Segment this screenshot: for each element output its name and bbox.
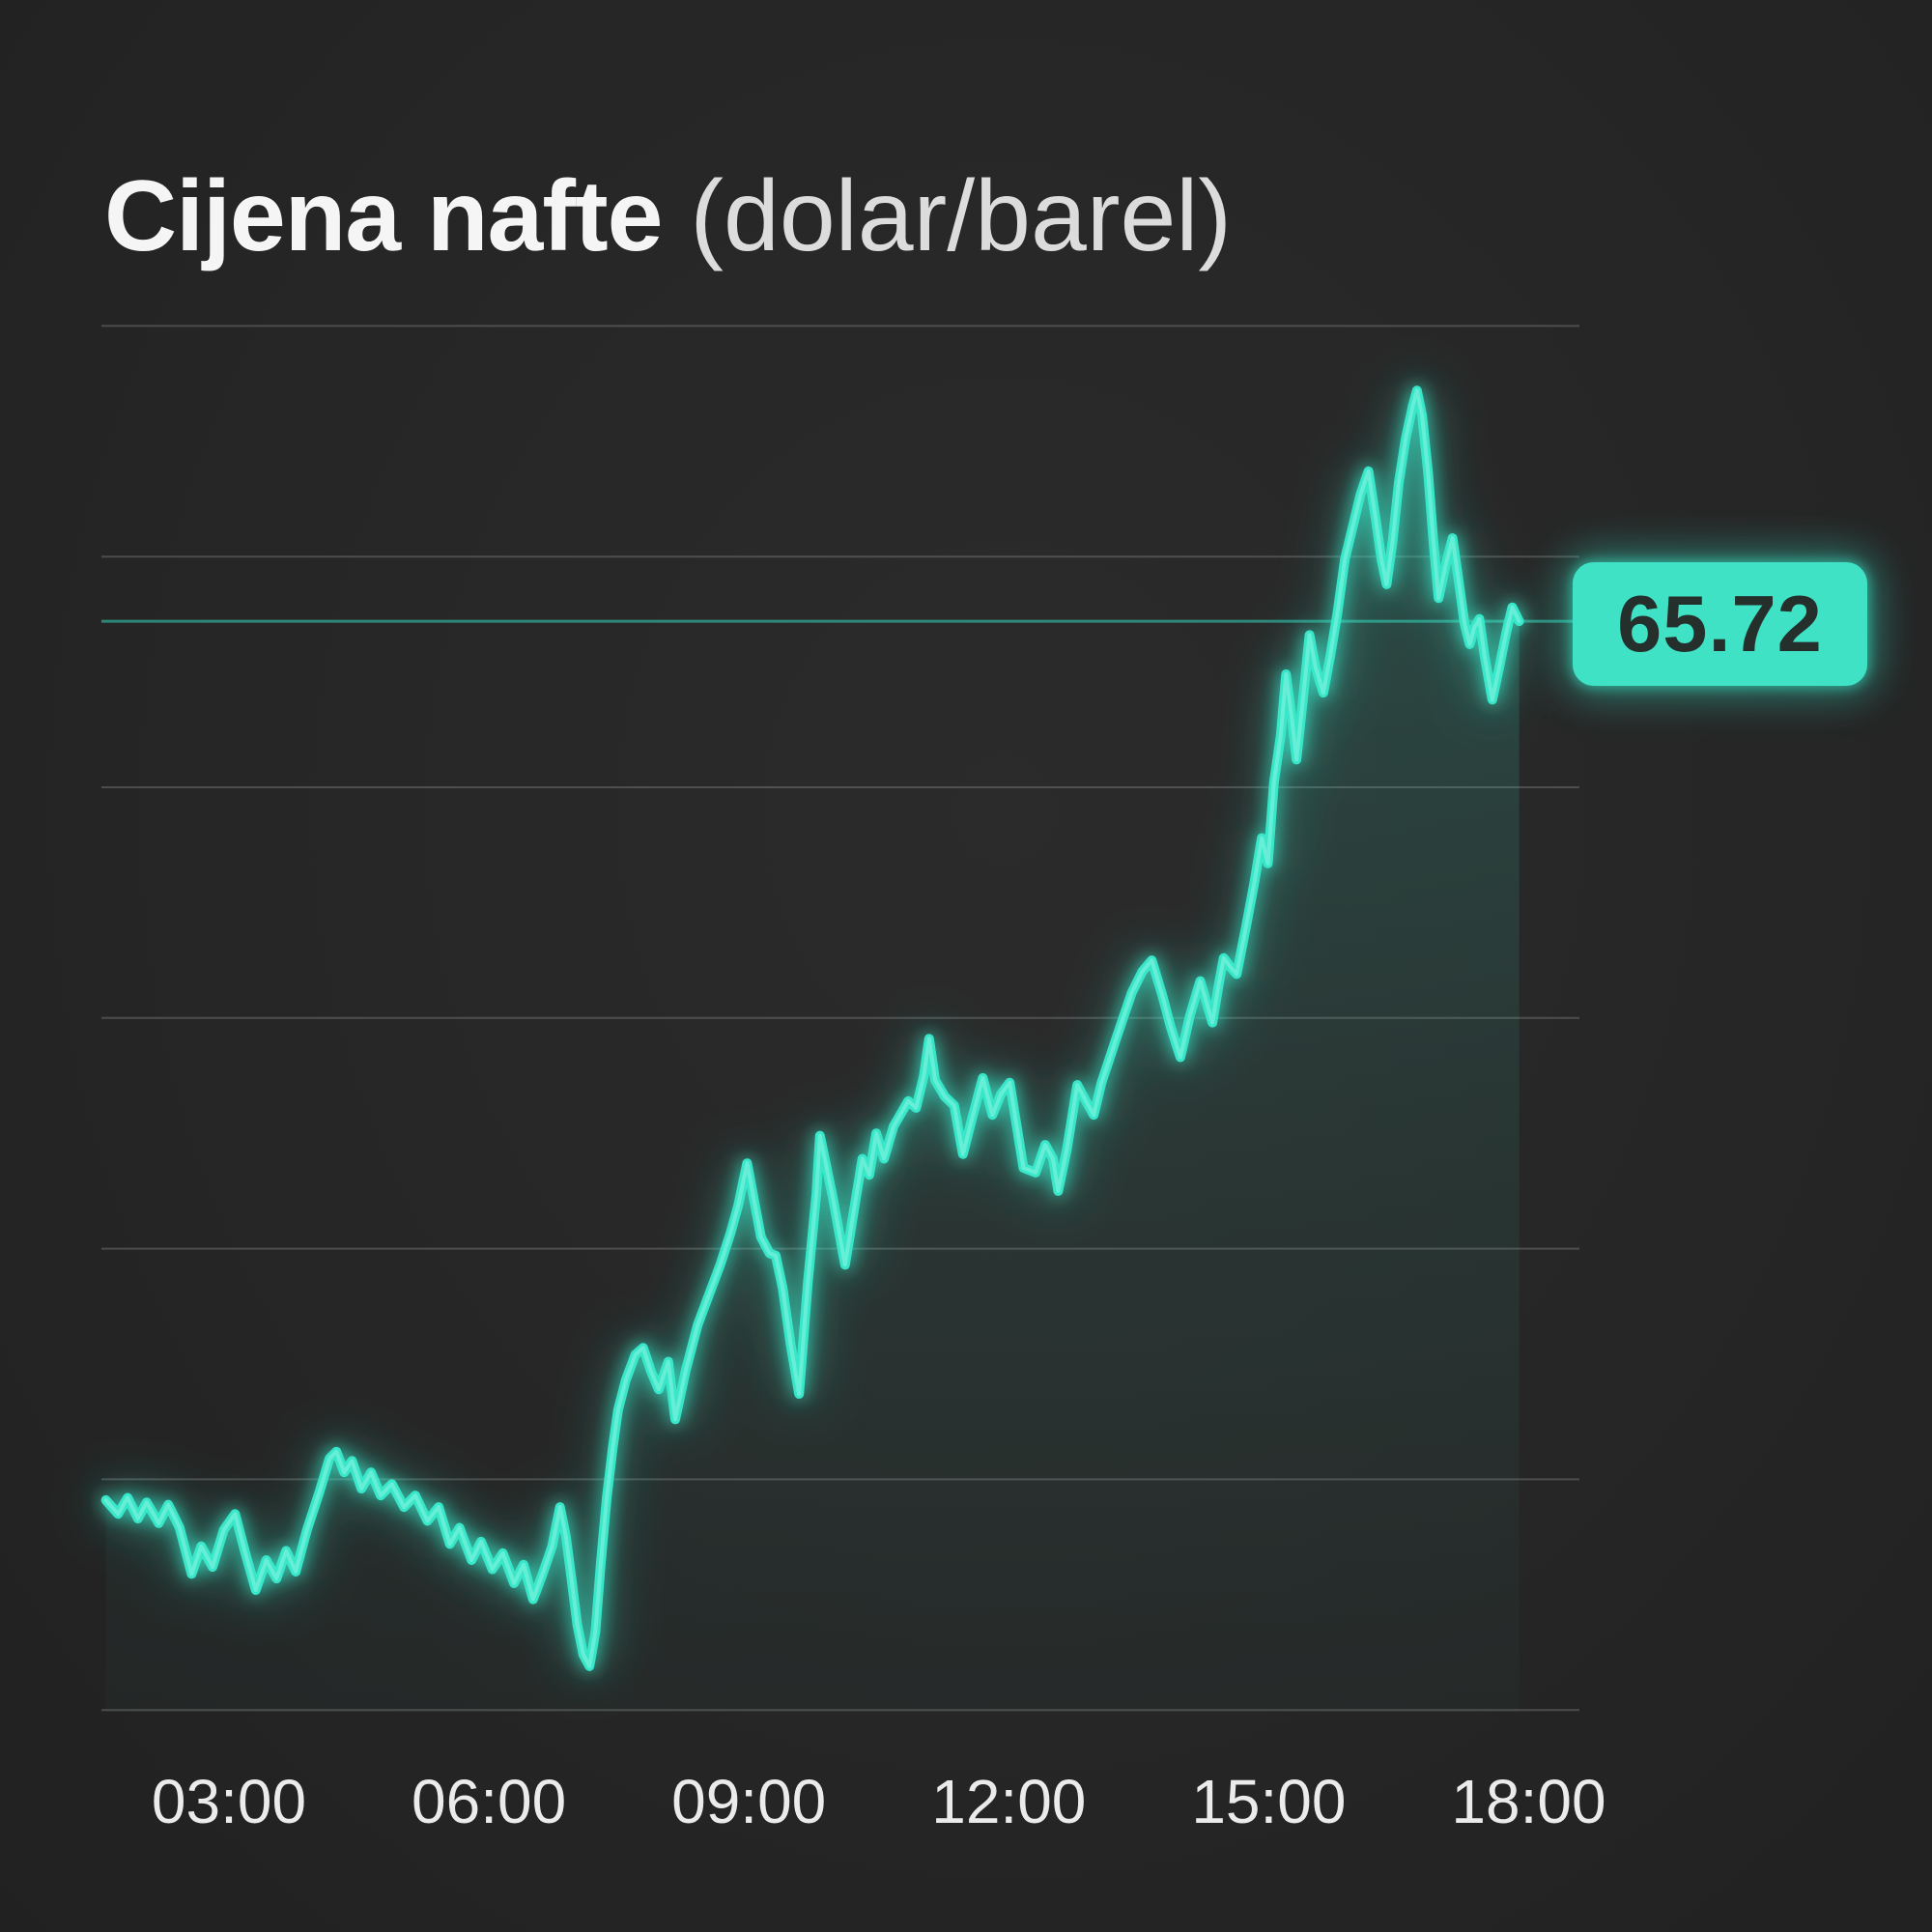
series-line-core — [103, 388, 1521, 1668]
last-price-badge: 65.72 — [1573, 562, 1867, 686]
chart-title-main: Cijena nafte — [104, 159, 663, 272]
chart-title: Cijena nafte (dolar/barel) — [104, 156, 1232, 277]
series-area-fill — [105, 390, 1520, 1712]
chart-title-unit: (dolar/barel) — [662, 159, 1233, 272]
last-price-value: 65.72 — [1617, 579, 1823, 668]
